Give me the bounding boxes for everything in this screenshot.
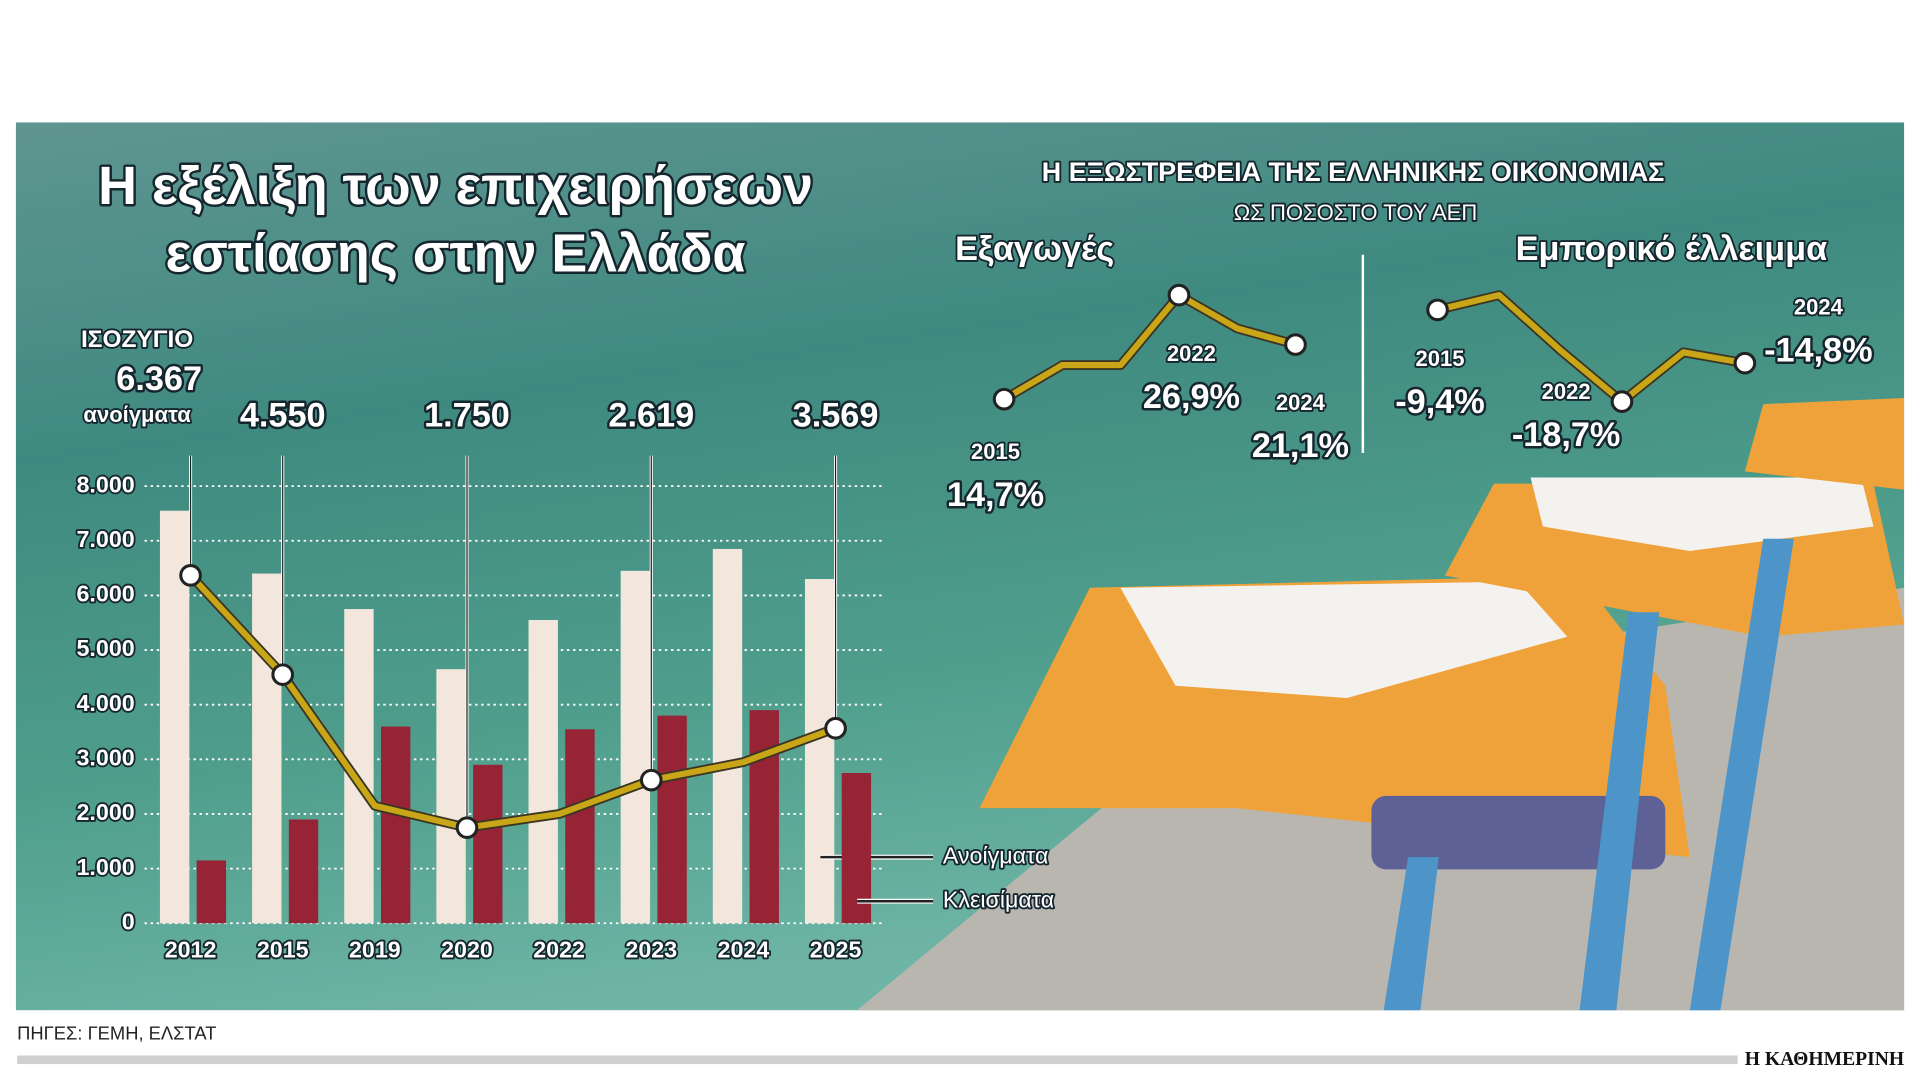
- year-label: 2024: [1276, 390, 1326, 415]
- year-label: 2015: [1415, 346, 1464, 371]
- x-tick-label: 2020: [441, 937, 493, 963]
- bar: [620, 570, 651, 924]
- x-tick-label: 2023: [625, 937, 677, 963]
- line-marker: [1610, 390, 1634, 413]
- balance-marker: [271, 663, 295, 686]
- year-label: 2015: [971, 439, 1020, 464]
- value-label: -9,4%: [1395, 383, 1485, 421]
- line: [1436, 292, 1746, 405]
- x-tick-label: 2025: [810, 937, 862, 963]
- balance-line: [188, 573, 837, 831]
- value-label: 21,1%: [1252, 427, 1349, 465]
- x-tick-label: 2012: [165, 937, 217, 963]
- bar: [749, 710, 779, 924]
- bar: [252, 573, 282, 924]
- balance-marker: [824, 716, 847, 740]
- bar: [380, 726, 411, 924]
- line-marker: [1426, 298, 1449, 322]
- panel-title: Η ΕΞΩΣΤΡΕΦΕΙΑ ΤΗΣ ΕΛΛΗΝΙΚΗΣ ΟΙΚΟΝΟΜΙΑΣ: [1042, 157, 1665, 187]
- x-tick-label: 2022: [533, 937, 585, 963]
- line-marker: [992, 387, 1016, 411]
- line-chart-title: Εξαγωγές: [955, 230, 1114, 268]
- bar: [196, 860, 227, 924]
- line-marker: [1284, 333, 1307, 356]
- bar: [657, 715, 687, 924]
- value-label: 14,7%: [947, 476, 1044, 514]
- footer-bar: [17, 1055, 1738, 1065]
- x-tick-label: 2019: [349, 937, 401, 963]
- x-tick-label: 2015: [257, 937, 309, 963]
- y-tick-label: 2.000: [77, 799, 135, 825]
- y-tick-label: 3.000: [77, 744, 135, 770]
- line-chart-title: Εμπορικό έλλειμμα: [1516, 230, 1828, 268]
- balance-marker: [639, 768, 663, 792]
- bar: [473, 764, 503, 924]
- bar: [565, 729, 595, 924]
- year-label: 2022: [1542, 379, 1591, 404]
- bar: [436, 669, 466, 924]
- bar: [804, 579, 835, 924]
- balance-marker: [179, 564, 202, 587]
- y-tick-label: 7.000: [77, 526, 135, 552]
- bar: [841, 772, 872, 924]
- y-tick-label: 5.000: [77, 635, 135, 661]
- balance-heading: ΙΣΟΖΥΓΙΟ: [81, 326, 193, 353]
- balance-unit: ανοίγματα: [83, 402, 191, 427]
- line-marker: [1733, 351, 1757, 375]
- balance-label: 1.750: [424, 397, 510, 435]
- y-tick-label: 8.000: [77, 471, 135, 497]
- chart-title: εστίασης στην Ελλάδα: [166, 223, 746, 283]
- legend-label: Ανοίγματα: [943, 842, 1049, 868]
- value-label: 26,9%: [1143, 378, 1240, 416]
- source: ΠΗΓΕΣ: ΓΕΜΗ, ΕΛΣΤΑΤ: [17, 1023, 216, 1044]
- bar: [712, 548, 743, 924]
- x-tick-label: 2024: [718, 937, 770, 963]
- bar: [288, 819, 319, 924]
- value-label: -14,8%: [1764, 332, 1873, 370]
- balance-label: 2.619: [608, 397, 694, 435]
- photo-tablecloth: [1120, 581, 1568, 698]
- balance-label: 6.367: [116, 360, 202, 398]
- y-tick-label: 0: [122, 908, 135, 934]
- balance-marker: [455, 816, 479, 839]
- photo-tablecloth: [1744, 397, 1905, 490]
- photo-chair: [1689, 538, 1794, 1011]
- brand: Η ΚΑΘΗΜΕΡΙΝΗ: [1745, 1049, 1904, 1070]
- y-tick-label: 1.000: [77, 854, 135, 880]
- bar: [528, 619, 558, 924]
- line-marker: [1167, 283, 1191, 307]
- balance-label: 3.569: [793, 397, 879, 435]
- balance-label: 4.550: [240, 397, 326, 435]
- photo-tablecloth: [1530, 477, 1874, 552]
- value-label: -18,7%: [1512, 416, 1621, 454]
- year-label: 2024: [1794, 294, 1844, 319]
- photo-cushion: [1371, 795, 1666, 870]
- panel-subtitle: ΩΣ ΠΟΣΟΣΤΟ ΤΟΥ ΑΕΠ: [1234, 200, 1478, 225]
- chart-title: Η εξέλιξη των επιχειρήσεων: [98, 156, 813, 216]
- year-label: 2022: [1167, 341, 1216, 366]
- y-tick-label: 6.000: [77, 581, 135, 607]
- legend-label: Κλεισίματα: [943, 886, 1054, 912]
- line: [1002, 292, 1297, 402]
- photo-chair: [1579, 612, 1660, 1011]
- y-tick-label: 4.000: [77, 690, 135, 716]
- photo-chair: [1383, 857, 1439, 1011]
